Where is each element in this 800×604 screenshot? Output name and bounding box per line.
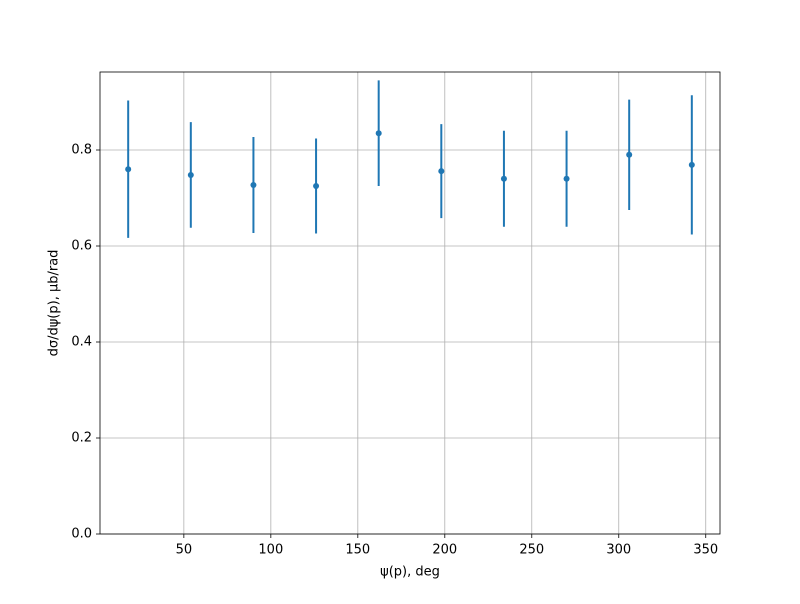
y-axis-label: dσ/dψ(p), μb/rad [47,250,62,357]
x-tick-label: 50 [176,543,193,558]
point [313,183,320,189]
point [438,168,445,175]
point [187,171,194,178]
x-tick-label: 250 [519,543,544,558]
plot-frame [99,71,721,535]
point [563,175,570,182]
x-tick-label: 200 [432,543,457,558]
point [500,175,507,182]
point [125,166,132,173]
y-tick-label: 0.4 [71,335,92,350]
point [375,130,382,137]
x-tick-label: 150 [345,543,370,558]
y-tick-label: 0.2 [71,431,92,446]
point [250,182,257,189]
x-tick-label: 350 [693,543,718,558]
x-tick-label: 300 [606,543,631,558]
point [688,161,695,168]
y-tick-label: 0.8 [71,143,92,158]
point [626,151,633,158]
y-tick-label: 0.6 [71,239,92,254]
x-tick-label: 100 [258,543,283,558]
y-tick-label: 0.0 [71,527,92,542]
x-axis-label: ψ(p), deg [380,565,440,580]
